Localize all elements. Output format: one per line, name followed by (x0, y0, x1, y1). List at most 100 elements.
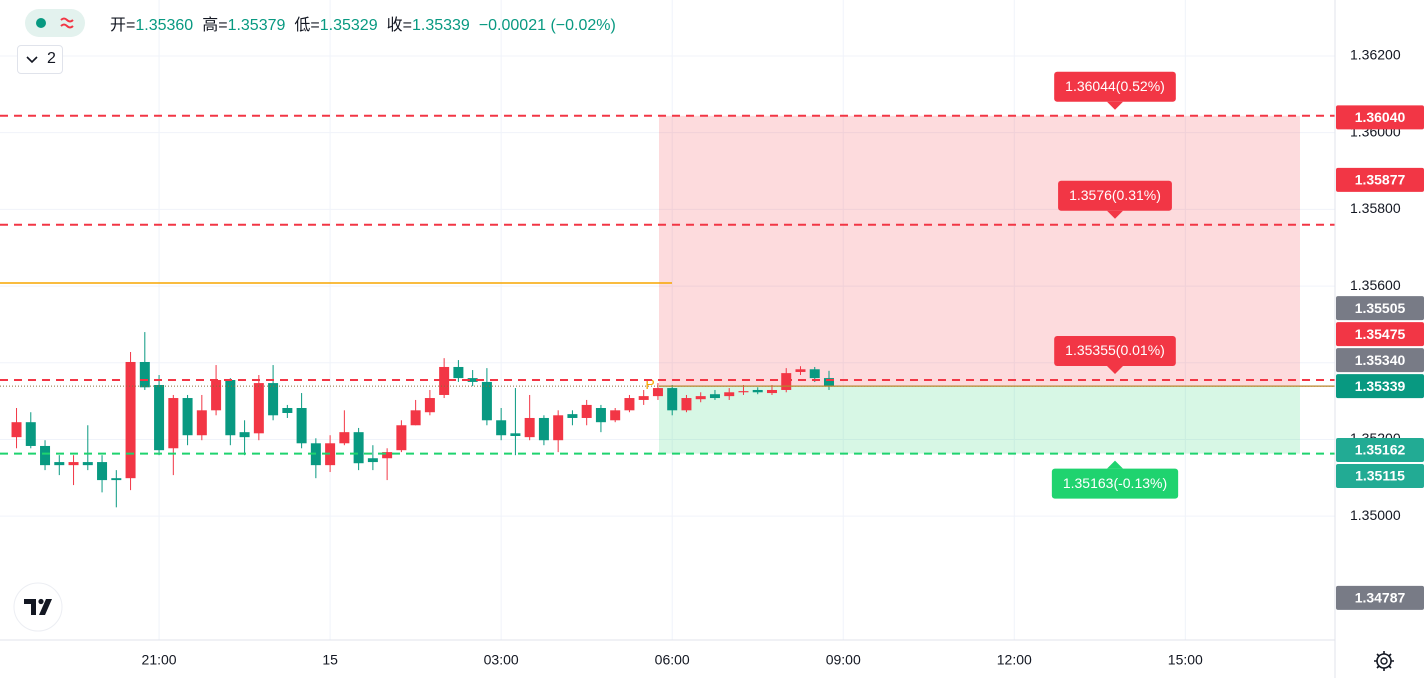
lines: P 1.36044(0.52%) 1.3576(0.31%) 1.35355(0.01… (0, 71, 1335, 499)
callout-pointer (1107, 210, 1123, 219)
candle-body (97, 462, 108, 481)
candles (11, 332, 834, 508)
zones (0, 115, 1300, 454)
candle-body (809, 369, 820, 379)
candle-body (695, 396, 706, 400)
price-label-box (1336, 585, 1424, 610)
candle-body (781, 373, 792, 390)
low-label: 低= (294, 17, 320, 34)
x-tick-label: 06:00 (655, 652, 690, 668)
price-label-box (1336, 167, 1424, 192)
candle-body (239, 432, 250, 438)
price-label: 1.36040 (1355, 109, 1406, 125)
candle-body (125, 361, 136, 479)
indicator-count: 2 (47, 50, 56, 67)
price-label: 1.35340 (1355, 352, 1406, 368)
symbol-pill[interactable] (25, 9, 85, 37)
callout-pointer (1107, 366, 1123, 375)
candle-body (823, 378, 834, 387)
position-zone (659, 386, 1300, 454)
candle-body (168, 398, 179, 449)
price-label: 1.35339 (1355, 378, 1406, 394)
candle-body (82, 462, 93, 466)
price-label-box (1336, 296, 1424, 321)
candle-body (538, 417, 549, 441)
candle-body (652, 388, 663, 397)
candle-body (11, 422, 22, 438)
callout-box (1051, 468, 1179, 499)
candle-body (40, 445, 51, 466)
price-label-box (1336, 438, 1424, 463)
x-tick-label: 15:00 (1168, 652, 1203, 668)
settings-icon[interactable] (1374, 651, 1394, 671)
x-tick-label: 03:00 (484, 652, 519, 668)
candle-body (496, 420, 507, 436)
candle-body (196, 410, 207, 436)
x-tick-label: 15 (322, 652, 338, 668)
callout-label: 1.35163(-0.13%) (1063, 475, 1167, 491)
candle-body (453, 366, 464, 379)
x-tick-label: 21:00 (142, 652, 177, 668)
candle-body (339, 432, 350, 444)
candle-body (467, 378, 478, 382)
price-label: 1.35475 (1355, 326, 1406, 342)
candle-body (410, 410, 421, 426)
candle-body (595, 408, 606, 423)
price-label-box (1336, 105, 1424, 130)
candle-body (766, 389, 777, 394)
candle-body (795, 369, 806, 372)
y-tick-label: 1.35800 (1350, 200, 1401, 216)
candle-body (325, 443, 336, 466)
candle-body (481, 381, 492, 421)
candle-body (624, 398, 635, 411)
candle-body (211, 380, 222, 411)
candle-body (738, 391, 749, 393)
candle-body (752, 389, 763, 393)
candle-body (268, 383, 279, 416)
candle-body (724, 392, 735, 397)
candle-body (367, 458, 378, 463)
candle-body (567, 414, 578, 418)
candle-body (667, 388, 678, 411)
open-value: 1.35360 (135, 17, 194, 34)
x-tick-label: 12:00 (997, 652, 1032, 668)
candle-body (382, 452, 393, 459)
candle-body (638, 396, 649, 400)
y-tick-label: 1.36200 (1350, 47, 1401, 63)
callout-label: 1.3576(0.31%) (1069, 187, 1161, 203)
indicator-toggle[interactable]: 2 (17, 45, 63, 74)
candle-body (25, 422, 36, 446)
price-label: 1.35162 (1355, 442, 1406, 458)
candle-body (581, 404, 592, 418)
callout-box (1054, 71, 1176, 102)
candle-body (709, 394, 720, 399)
price-label: 1.35505 (1355, 300, 1406, 316)
candle-body (68, 462, 79, 466)
chevron (26, 56, 38, 64)
close-label: 收= (386, 17, 412, 34)
candle-body (154, 384, 165, 451)
entry-marker: P (645, 376, 654, 392)
tv-logo (13, 582, 63, 632)
x-tick-label: 09:00 (826, 652, 861, 668)
price-label-box (1336, 464, 1424, 489)
candle-body (54, 462, 65, 466)
open-label: 开= (110, 17, 136, 34)
close-value: 1.35339 (411, 17, 470, 34)
candle-body (524, 417, 535, 438)
callout-label: 1.36044(0.52%) (1065, 78, 1165, 94)
candle-body (439, 366, 450, 395)
candle-body (424, 398, 435, 413)
change: −0.00021 (−0.02%) (478, 17, 616, 34)
ohlc-header: 开=1.35360 高=1.35379 低=1.35329 收=1.35339 −0.0… (110, 11, 625, 35)
pill-icons (36, 17, 74, 29)
candle-body (396, 425, 407, 451)
labels: 1.36040 1.35877 1.35505 1.35475 1.35340 1.353… (1336, 105, 1424, 610)
candle-body (510, 433, 521, 436)
candle-body (282, 408, 293, 413)
callout-box (1054, 336, 1176, 367)
candle-body (353, 432, 364, 464)
candle-body (296, 408, 307, 444)
